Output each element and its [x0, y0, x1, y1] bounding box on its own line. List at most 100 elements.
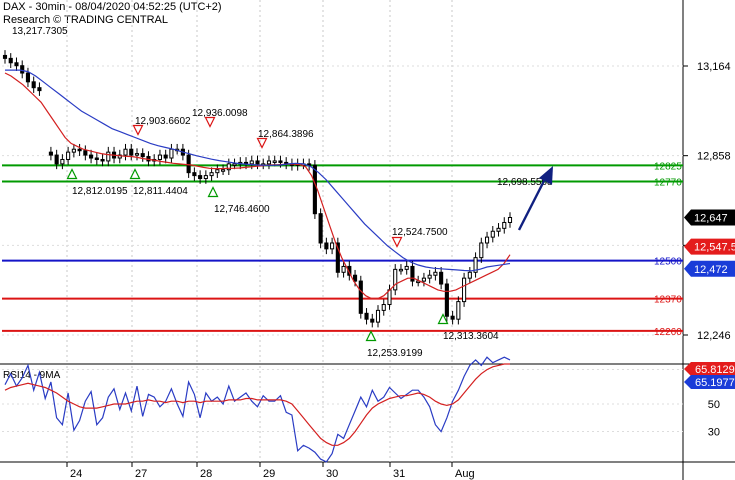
candle-body [427, 274, 432, 279]
candle-body [341, 265, 346, 273]
candle-body [307, 163, 312, 166]
candle-body [330, 242, 335, 250]
candle-body [192, 172, 197, 177]
price-tag-label: 12,547.5 [694, 242, 735, 254]
rsi-ma-line [4, 363, 510, 446]
level-label-12260: 12260 [654, 327, 682, 338]
candle-body [502, 221, 507, 229]
candle-body [186, 154, 191, 174]
price-tag-label: 12,647 [694, 212, 728, 224]
x-tick-label: 27 [135, 468, 147, 480]
candle-body [60, 158, 65, 165]
support-marker [129, 168, 141, 180]
level-label-12825: 12825 [654, 161, 682, 172]
candle-body [410, 265, 415, 282]
candle-body [450, 315, 455, 320]
chart-source: Research © TRADING CENTRAL [3, 14, 168, 26]
candle-body [37, 87, 42, 92]
x-tick-label: 28 [200, 468, 212, 480]
candle-body [140, 153, 145, 158]
candle-body [507, 216, 513, 223]
level-label-12770: 12770 [654, 177, 682, 188]
candle-body [226, 163, 231, 171]
candle-body [496, 227, 501, 232]
candle-body [255, 160, 260, 165]
annotation-low: 12,253.9199 [367, 348, 423, 359]
y-tick-label: 12,246 [697, 330, 731, 342]
candle-body [370, 318, 375, 323]
candle-body [473, 257, 478, 273]
annotation-high: 12,864.3896 [258, 129, 314, 140]
annotation-low: 12,313.3604 [443, 331, 499, 342]
candle-body [129, 148, 134, 156]
candle-body [20, 65, 25, 74]
candle-body [433, 271, 438, 276]
price-tag-red [684, 238, 735, 255]
price-tag-label: 12,472 [694, 264, 728, 276]
resistance-marker [256, 137, 268, 149]
rsi-tag-blue [684, 375, 735, 389]
support-marker [66, 168, 78, 180]
candle-body [169, 148, 174, 159]
support-marker [437, 313, 449, 325]
candle-body [2, 54, 8, 59]
x-tick-label: Aug [455, 468, 475, 480]
candle-body [324, 242, 329, 250]
candle-body [157, 154, 163, 160]
price-tag-blue [684, 260, 735, 277]
annotation-low: 12,811.4404 [133, 186, 188, 197]
x-tick-label: 31 [393, 468, 405, 480]
candle-body [352, 274, 358, 282]
candle-body [14, 62, 19, 67]
candle-body [209, 172, 214, 177]
trend-arrow-shaft [517, 176, 548, 231]
candle-body [312, 164, 317, 215]
rsi-panel-label: RSI14 - 9MA [3, 370, 61, 381]
candle-body [134, 153, 140, 156]
candle-body [123, 148, 128, 156]
trend-arrow-head [539, 166, 553, 185]
candle-body [364, 312, 369, 320]
candle-body [89, 154, 94, 159]
rsi-tag-red [684, 362, 735, 376]
candle-body [416, 280, 421, 284]
candle-body [490, 230, 495, 238]
candle-body [48, 151, 53, 156]
candle-body [198, 175, 203, 180]
candle-body [421, 277, 426, 282]
candle-body [272, 160, 277, 163]
candle-body [266, 160, 272, 165]
candle-body [467, 271, 472, 279]
candle-body [249, 160, 254, 165]
candle-body [375, 309, 381, 323]
ma-red-line [4, 72, 511, 300]
candle-body [381, 304, 386, 311]
candle-body [479, 242, 484, 259]
x-tick-label: 24 [70, 468, 82, 480]
rsi-tick-label: 50 [708, 399, 720, 411]
candle-body [318, 213, 323, 244]
support-marker [365, 330, 377, 342]
annotation-high: 13,217.7305 [12, 26, 68, 37]
candle-body [215, 169, 220, 174]
candle-body [100, 158, 105, 162]
rsi-tag-label: 65.8129 [695, 364, 735, 376]
candle-body [66, 151, 71, 160]
candle-body [83, 150, 88, 156]
y-tick-label: 13,164 [697, 61, 731, 73]
candle-body [71, 148, 76, 153]
candle-body [232, 163, 237, 166]
candle-body [444, 283, 449, 317]
rsi-tick-label: 30 [708, 427, 720, 439]
candle-body [462, 277, 467, 303]
candle-body [358, 280, 363, 314]
candle-body [25, 72, 31, 83]
resistance-marker [132, 124, 144, 136]
candle-body [439, 271, 444, 285]
candle-body [404, 265, 409, 270]
candle-body [484, 236, 490, 244]
x-tick-label: 29 [263, 468, 275, 480]
candle-body [54, 154, 59, 165]
annotation-high: 12,524.7500 [392, 227, 448, 238]
candle-body [8, 57, 13, 64]
